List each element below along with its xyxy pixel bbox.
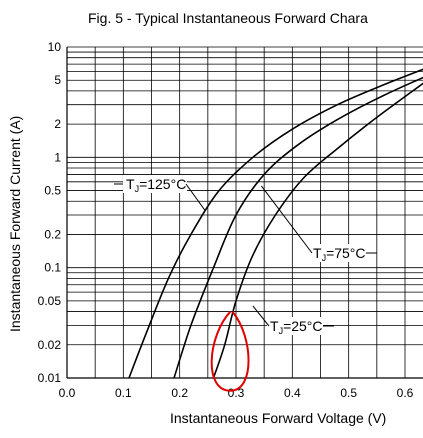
series-label-bg xyxy=(123,175,187,193)
y-tick-label: 0.01 xyxy=(38,371,62,385)
y-tick-label: 0.1 xyxy=(44,261,61,275)
x-tick-label: 0.2 xyxy=(171,386,188,400)
y-tick-label: 0.5 xyxy=(44,184,61,198)
tick-labels: 0.0 0.1 0.2 0.3 0.4 0.5 0.6 10 5 2 1 0.5 0.2 0.1 0.05 0… xyxy=(38,40,414,400)
series-label-2: TJ=25°C xyxy=(252,305,334,336)
series-label-1: TJ=75°C xyxy=(260,185,377,263)
series-curves xyxy=(128,68,423,378)
y-tick-label: 1 xyxy=(54,150,61,164)
x-tick-label: 0.5 xyxy=(340,386,357,400)
series-curve-0 xyxy=(128,68,423,378)
x-tick-label: 0.3 xyxy=(228,386,245,400)
x-tick-label: 0.1 xyxy=(115,386,132,400)
y-tick-label: 5 xyxy=(54,73,61,87)
x-tick-label: 0.4 xyxy=(284,386,301,400)
grid xyxy=(66,46,423,379)
y-tick-label: 0.02 xyxy=(38,338,62,352)
red-annotation-loop xyxy=(210,310,250,392)
series-label-text: TJ=25°C xyxy=(270,318,323,336)
y-tick-label: 0.2 xyxy=(44,227,61,241)
series-leader-line xyxy=(185,183,206,211)
series-curve-2 xyxy=(212,82,423,378)
series-labels: TJ=125°C TJ=75°C TJ=25°C xyxy=(114,175,377,336)
y-tick-label: 0.05 xyxy=(38,294,62,308)
y-axis-label: Instantaneous Forward Current (A) xyxy=(7,116,23,332)
x-axis-label: Instantaneous Forward Voltage (V) xyxy=(170,410,386,426)
annotation xyxy=(210,310,250,392)
series-label-0: TJ=125°C xyxy=(114,175,206,211)
series-label-bg xyxy=(310,244,366,262)
chart-title: Fig. 5 - Typical Instantaneous Forward C… xyxy=(88,10,368,26)
series-leader-line xyxy=(252,305,270,327)
series-curve-1 xyxy=(173,76,423,378)
series-label-bg xyxy=(267,317,323,335)
y-tick-label: 10 xyxy=(48,40,62,54)
y-tick-label: 2 xyxy=(54,117,61,131)
series-label-text: TJ=125°C xyxy=(126,176,186,194)
x-tick-label: 0.6 xyxy=(397,386,414,400)
series-leader-line xyxy=(260,185,313,254)
x-tick-label: 0.0 xyxy=(59,386,76,400)
series-label-text: TJ=75°C xyxy=(313,245,366,263)
